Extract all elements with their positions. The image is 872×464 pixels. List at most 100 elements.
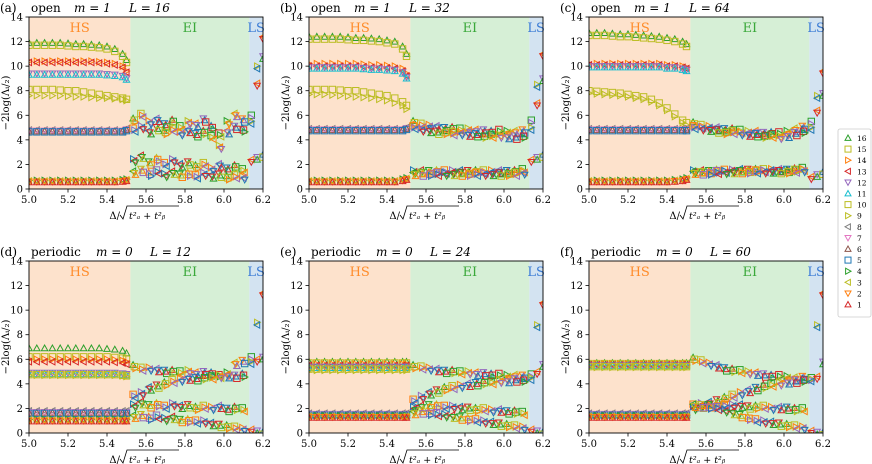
data-point [328,35,337,43]
m-label: m = 1 [354,1,391,15]
data-point [382,66,392,74]
data-point [344,126,352,135]
data-point [533,153,542,162]
data-point [593,363,602,372]
m-label: m = 0 [656,245,693,259]
data-point [450,414,459,422]
L-label: L = 12 [149,245,191,259]
data-point [600,31,609,40]
data-point [145,363,153,372]
data-point [72,57,81,66]
data-point [64,355,73,364]
data-point [118,72,127,81]
data-point [110,408,119,416]
y-axis-label: −2log(Λᵢ/₂) [1,320,12,375]
data-point [71,408,80,416]
data-point [343,64,353,72]
data-point [707,127,716,135]
data-point [427,128,436,137]
y-tick-label: 2 [17,160,23,171]
data-point [258,53,263,61]
data-point [163,381,171,390]
y-tick-label: 6 [577,111,583,122]
legend-label: 5 [857,256,862,265]
data-point [682,362,691,371]
data-point [123,357,131,366]
data-point [186,376,195,384]
data-point [29,58,33,67]
data-point [94,357,103,366]
data-point [427,367,436,376]
data-point [209,375,217,384]
data-point [503,126,511,135]
panel-e: HS EI LS 5.0 5.2 5.4 5.6 5.8 6.0 6.2 0 2 4 6 8 10 12 14 −2… [280,245,551,464]
y-tick-label: 14 [10,257,23,268]
data-point [601,90,609,99]
hs-label: HS [70,265,90,280]
data-point [777,136,786,144]
data-point [434,410,442,419]
data-point [807,117,815,126]
data-point [343,413,353,421]
data-point [110,358,118,367]
data-point [777,405,786,414]
data-point [321,366,329,375]
data-point [352,366,361,375]
ei-label: EI [183,265,198,280]
data-point [390,125,399,134]
hs-region [309,17,411,189]
hs-label: HS [70,21,90,36]
data-point [375,37,383,46]
data-point [360,93,368,102]
data-point [443,130,451,139]
data-point [699,127,708,135]
data-point [482,133,490,143]
data-point [130,154,138,163]
data-point [434,170,442,179]
data-point [122,360,130,369]
data-point [663,126,671,135]
data-point [670,413,679,421]
data-point [161,128,170,137]
data-point [33,370,41,379]
data-point [29,178,34,186]
data-point [640,95,648,104]
data-point [225,121,234,129]
data-point [320,125,329,134]
data-point [449,401,457,410]
data-point [775,131,784,140]
ei-region [690,17,810,189]
data-point [63,343,73,352]
data-point [497,134,506,143]
data-point [103,91,111,100]
data-point [87,178,96,186]
data-point [616,413,625,421]
x-tick-label: 6.0 [776,439,792,450]
data-point [730,404,739,413]
data-point [48,417,57,425]
data-point [178,163,187,171]
hs-region [29,17,131,189]
data-point [72,87,80,95]
data-point [800,426,809,433]
data-point [528,123,536,132]
y-tick-label: 12 [10,281,23,292]
data-point [29,357,33,366]
data-point [691,170,700,178]
data-point [631,413,640,421]
data-point [679,118,687,127]
data-point [103,409,111,418]
data-point [123,96,131,105]
data-point [376,366,384,375]
data-point [671,110,679,118]
y-tick-label: 10 [10,306,23,317]
data-point [56,178,65,186]
data-point [691,403,700,411]
data-point [801,129,809,138]
data-point [29,70,34,78]
data-point [193,122,202,130]
x-tick-label: 5.8 [177,195,193,206]
data-point [132,117,140,127]
data-point [707,362,716,371]
data-point [769,381,777,390]
